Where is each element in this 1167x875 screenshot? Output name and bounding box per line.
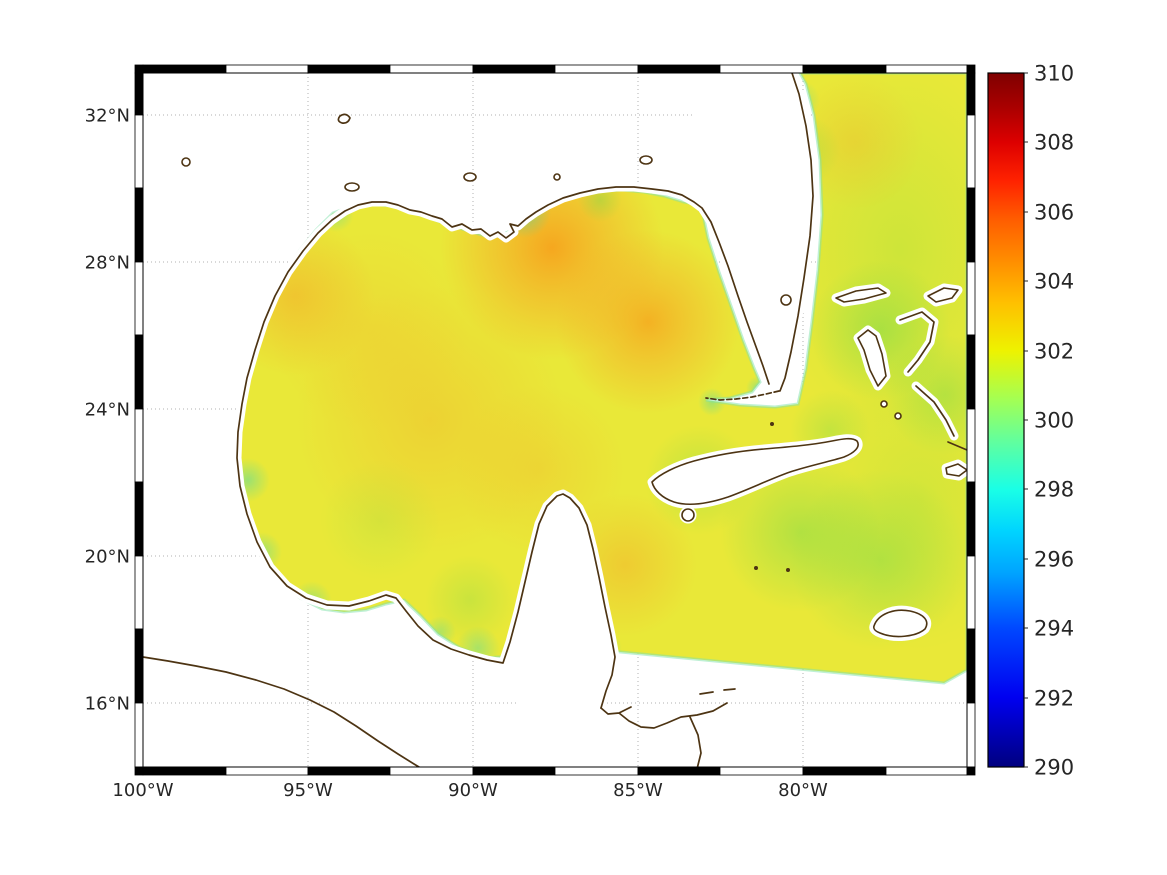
cuba-landmass [651,437,859,505]
isle-of-youth [681,508,695,522]
lon-axis-labels: 100°W 95°W 90°W 85°W 80°W [112,780,828,801]
colorbar-tick-label: 300 [1034,408,1074,432]
lat-axis-labels: 32°N 28°N 24°N 20°N 16°N [85,105,130,714]
florida-landmass [695,73,813,391]
lake-okeechobee [780,294,792,306]
colorbar-ticks [1024,72,1028,768]
colorbar-tick-label: 294 [1034,616,1074,640]
bahamas-islands [835,287,968,477]
coastlines [142,72,814,771]
colorbar-tick-label: 292 [1034,686,1074,710]
colorbar-tick-label: 306 [1034,200,1074,224]
lon-tick-label-80w: 80°W [778,780,828,801]
colorbar-tick-label: 296 [1034,547,1074,571]
pacific-mexico-coast [142,656,425,771]
lat-tick-label-24n: 24°N [85,399,130,420]
land-masses [504,73,968,716]
florida-keys [705,390,780,401]
gulf-and-mexico-coast [236,186,770,709]
inland-lakes [181,113,792,306]
colorbar-gradient [987,72,1025,768]
cayman-islet-2 [786,568,790,572]
map-frame [134,64,976,776]
jamaica-landmass [872,609,928,638]
colorbar-tick-label: 298 [1034,477,1074,501]
lon-tick-label-90w: 90°W [448,780,498,801]
colorbar-tick-label: 304 [1034,269,1074,293]
lat-tick-label-32n: 32°N [85,105,130,126]
colorbar-tick-label: 302 [1034,339,1074,363]
lon-tick-label-95w: 95°W [283,780,333,801]
colorbar-tick-label: 308 [1034,130,1074,154]
lat-tick-label-28n: 28°N [85,252,130,273]
colorbar-tick-label: 290 [1034,755,1074,779]
colorbar-tick-label: 310 [1034,61,1074,85]
lon-tick-label-85w: 85°W [613,780,663,801]
cay-sal-islet [770,422,774,426]
florida-east-coast [779,72,814,392]
lat-tick-label-20n: 20°N [85,546,130,567]
plot-border [142,72,968,768]
central-america-coast [600,688,736,770]
colorbar-labels: 310 308 306 304 302 300 298 296 294 292 … [1034,61,1074,779]
colorbar: 310 308 306 304 302 300 298 296 294 292 … [987,61,1074,779]
cayman-islet [754,566,758,570]
yucatan-landmass [504,494,615,716]
lat-tick-label-16n: 16°N [85,693,130,714]
lon-tick-label-100w: 100°W [112,780,173,801]
